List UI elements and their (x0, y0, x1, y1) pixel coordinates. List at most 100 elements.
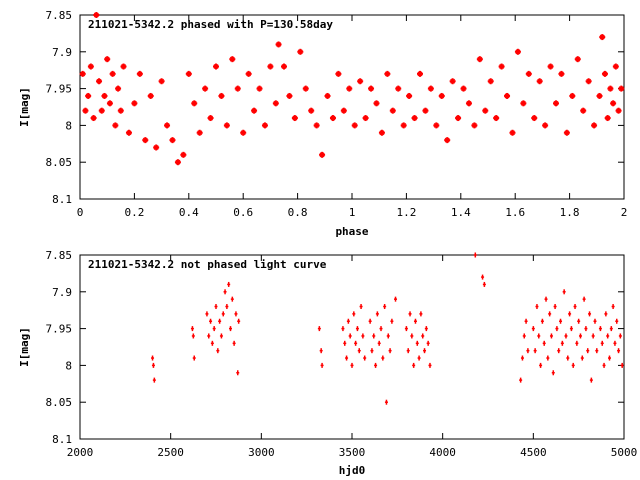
data-point (313, 122, 320, 129)
data-point (593, 318, 597, 324)
data-point (562, 289, 566, 295)
data-point (604, 115, 611, 122)
data-point (465, 100, 472, 107)
data-point (267, 63, 274, 70)
data-point (272, 100, 279, 107)
x-tick-label: 0 (77, 206, 84, 219)
data-point (180, 151, 187, 158)
data-point (460, 85, 467, 92)
data-point (117, 107, 124, 114)
data-point (142, 137, 149, 144)
phased-plot-panel: 211021-5342.2 phased with P=130.58day ph… (18, 9, 627, 238)
x-tick-label: 4500 (520, 446, 547, 459)
data-point (413, 318, 417, 324)
data-point (350, 362, 354, 368)
data-point (555, 326, 559, 332)
data-point (618, 333, 622, 339)
data-point (601, 70, 608, 77)
data-point (152, 377, 156, 383)
data-point (346, 85, 353, 92)
y-tick-label: 7.85 (46, 9, 73, 22)
data-point (568, 311, 572, 317)
data-point (377, 340, 381, 346)
data-point (348, 333, 352, 339)
x-tick-label: 2000 (67, 446, 94, 459)
data-point (308, 107, 315, 114)
data-point (153, 144, 160, 151)
data-point (361, 333, 365, 339)
data-point (251, 107, 258, 114)
data-point (617, 348, 621, 354)
data-point (378, 129, 385, 136)
x-tick-label: 1.2 (396, 206, 416, 219)
data-point (101, 92, 108, 99)
data-point (419, 311, 423, 317)
data-point (320, 362, 324, 368)
data-point (428, 362, 432, 368)
data-point (412, 362, 416, 368)
data-point (82, 107, 89, 114)
x-tick-label: 0.8 (288, 206, 308, 219)
data-point (104, 56, 111, 63)
data-point (390, 318, 394, 324)
data-point (219, 333, 223, 339)
data-point (374, 362, 378, 368)
data-point (106, 100, 113, 107)
data-point (604, 311, 608, 317)
data-point (482, 281, 486, 287)
data-point (449, 78, 456, 85)
x-tick-label: 0.4 (179, 206, 199, 219)
data-point (115, 85, 122, 92)
data-point (372, 333, 376, 339)
data-point (297, 48, 304, 55)
data-point (615, 318, 619, 324)
x-tick-label: 2500 (157, 446, 184, 459)
data-point (185, 70, 192, 77)
data-point (584, 326, 588, 332)
data-point (207, 115, 214, 122)
data-point (577, 318, 581, 324)
data-point (455, 115, 462, 122)
data-point (256, 85, 263, 92)
data-point (591, 333, 595, 339)
data-point (537, 333, 541, 339)
data-point (520, 100, 527, 107)
data-point (355, 326, 359, 332)
data-point (524, 318, 528, 324)
data-point (558, 70, 565, 77)
data-point (610, 100, 617, 107)
data-point (536, 78, 543, 85)
data-point (423, 348, 427, 354)
data-point (426, 340, 430, 346)
axis-ticks: 2000 2500 3000 3500 4000 4500 5000 7.85 7.9 7.95 8… (46, 249, 638, 459)
data-point (112, 122, 119, 129)
x-tick-label: 5000 (611, 446, 638, 459)
data-point (542, 340, 546, 346)
data-point (519, 377, 523, 383)
data-point (598, 326, 602, 332)
data-point (400, 122, 407, 129)
x-axis-label: hjd0 (339, 464, 366, 477)
data-point (368, 318, 372, 324)
data-point (375, 311, 379, 317)
data-point (602, 362, 606, 368)
data-point (588, 311, 592, 317)
data-point (370, 348, 374, 354)
data-point (553, 100, 559, 107)
data-point (240, 129, 247, 136)
data-point (609, 326, 613, 332)
data-point (379, 326, 383, 332)
data-point (221, 311, 225, 317)
data-point (209, 318, 213, 324)
data-point (564, 333, 568, 339)
data-point (607, 85, 614, 92)
data-point (471, 122, 478, 129)
data-point (549, 333, 553, 339)
data-point (542, 122, 549, 129)
data-point (559, 318, 563, 324)
data-point (504, 92, 511, 99)
data-point (600, 340, 604, 346)
data-point (345, 355, 349, 361)
data-point (595, 348, 599, 354)
